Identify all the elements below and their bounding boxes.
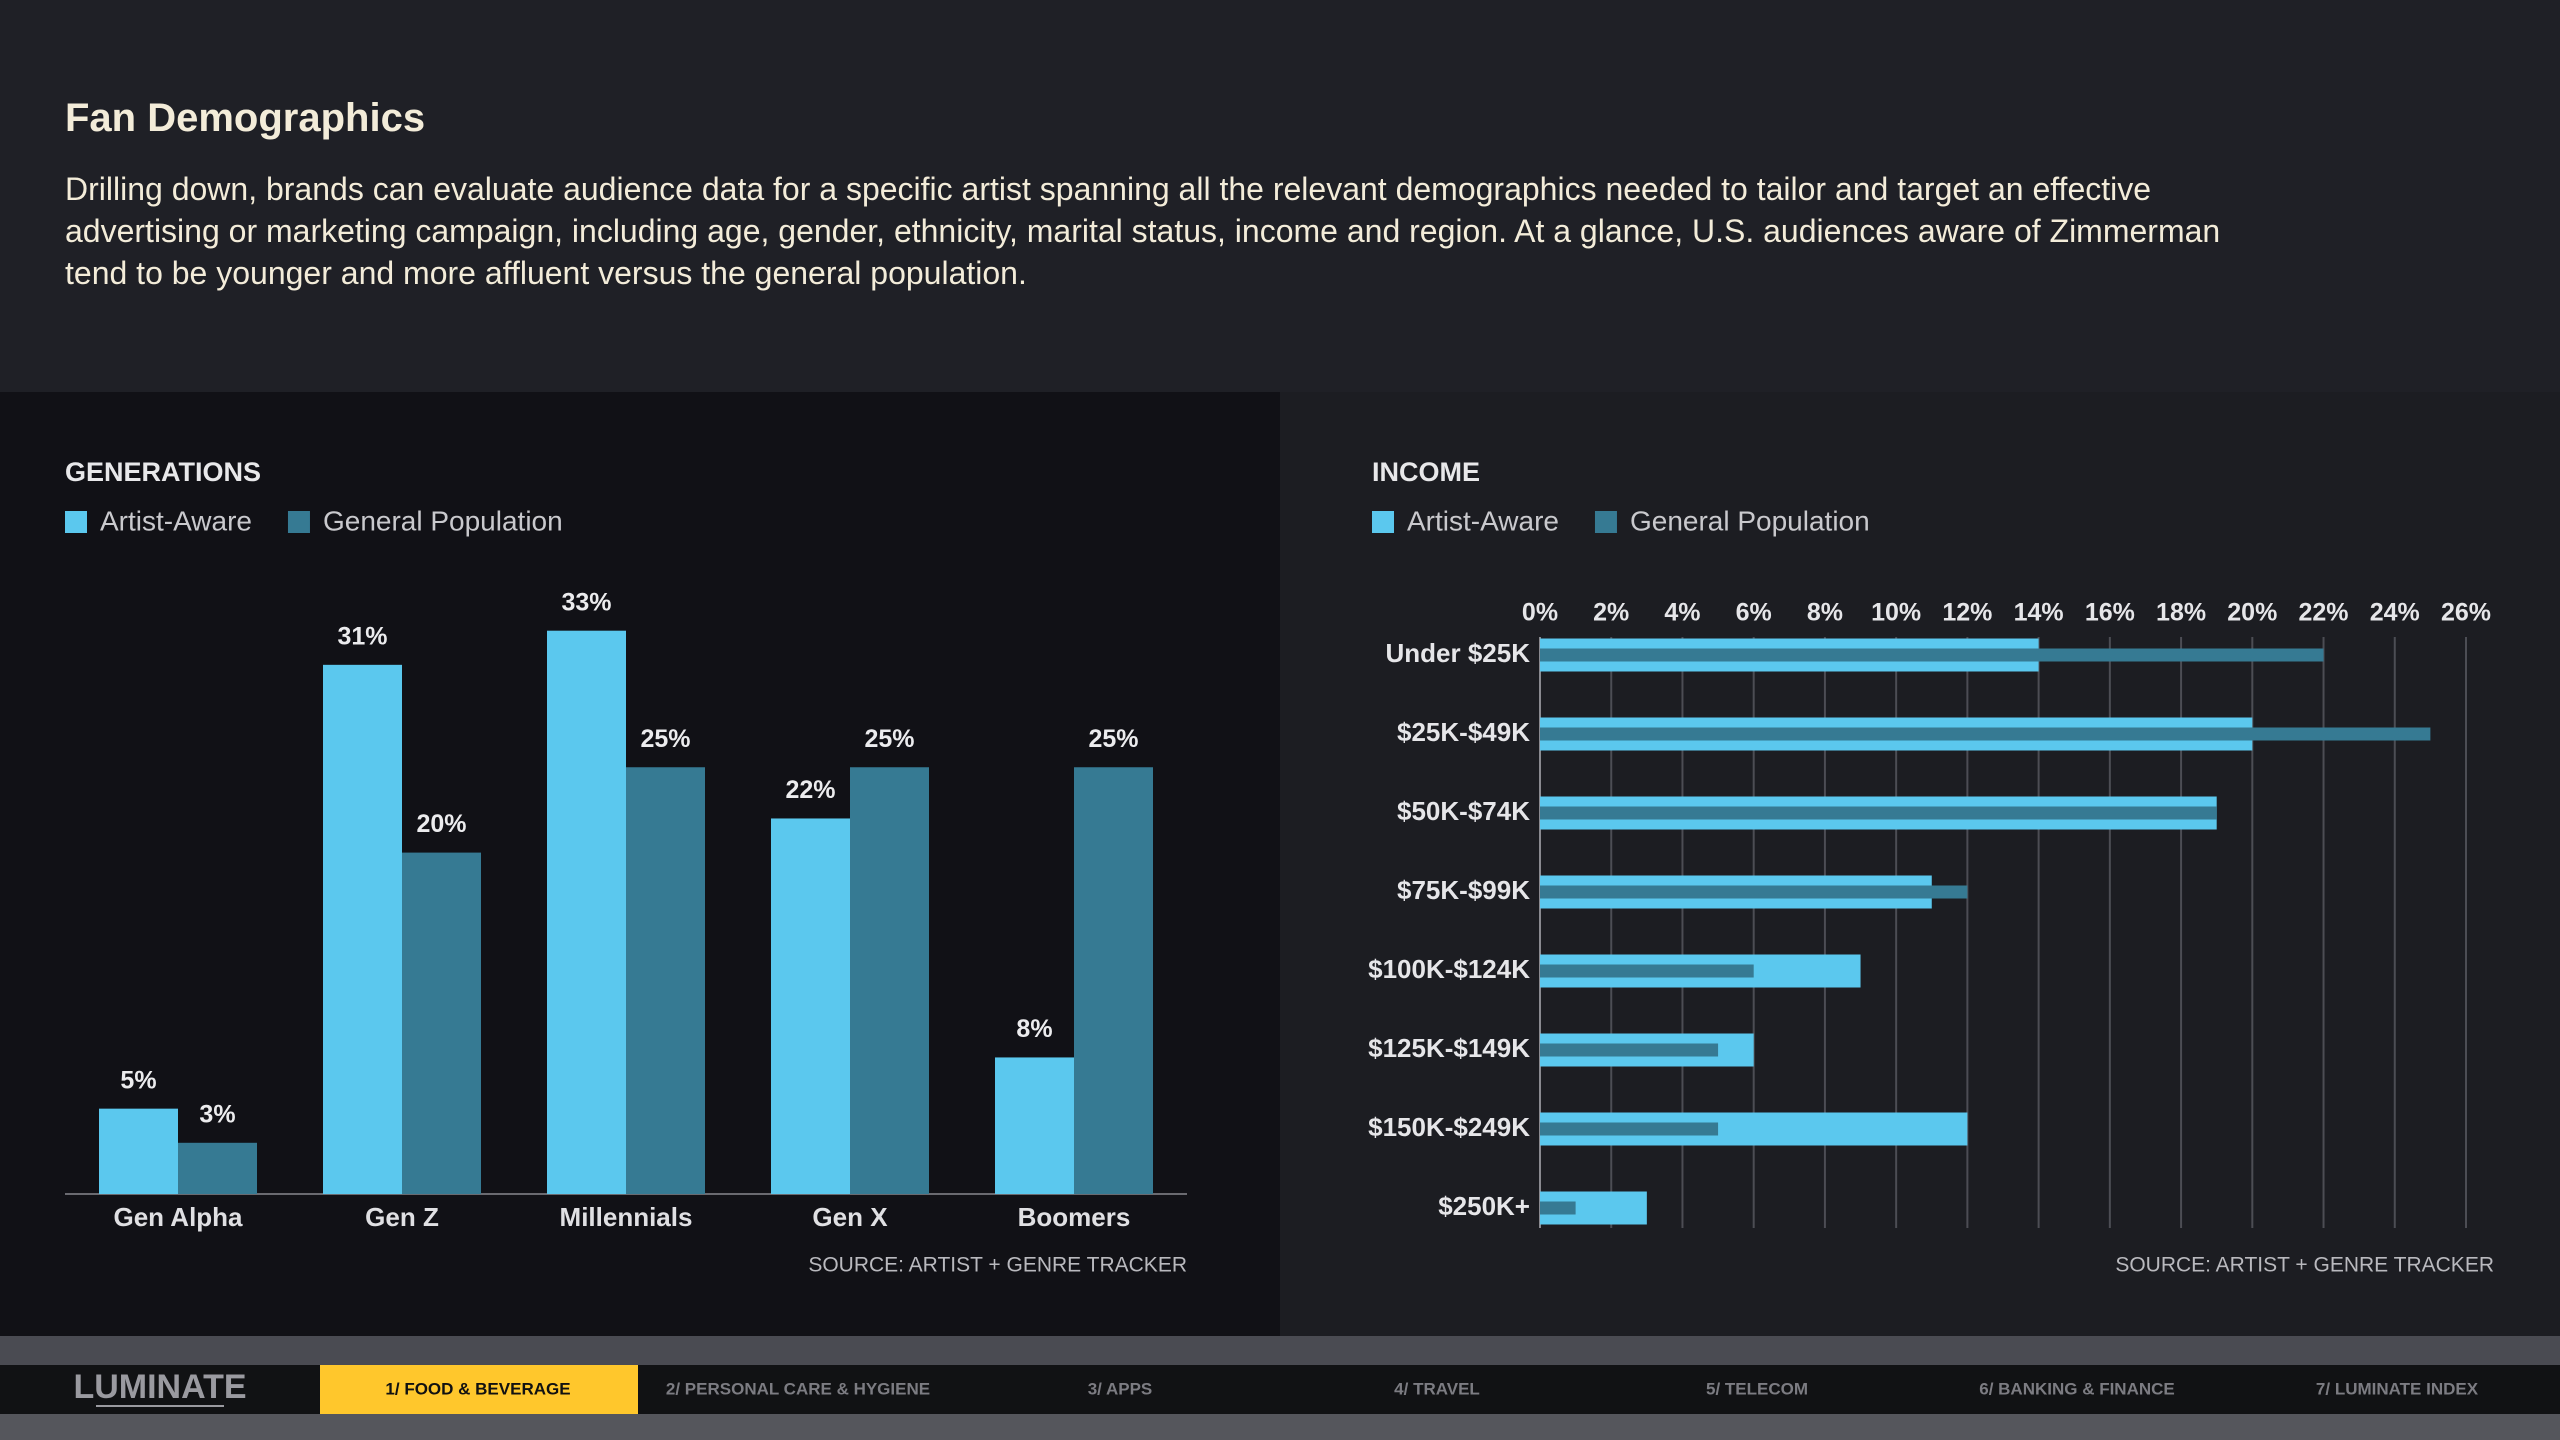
bottom-strip <box>0 1414 2560 1440</box>
nav-strip <box>0 1336 2560 1365</box>
x-tick-label: Millennials <box>560 1202 693 1232</box>
value-label: 33% <box>561 588 611 616</box>
bar <box>323 664 402 1194</box>
value-label: 25% <box>640 725 690 753</box>
nav-item[interactable]: 4/ TRAVEL <box>1394 1379 1480 1398</box>
legend-swatch <box>1594 511 1617 533</box>
bar <box>995 1057 1074 1194</box>
x-tick-label: 12% <box>1942 599 1992 627</box>
bar <box>1540 648 2324 662</box>
y-tick-label: $25K-$49K <box>1397 717 1530 747</box>
header-bg <box>0 0 2560 392</box>
x-tick-label: 24% <box>2370 599 2420 627</box>
y-tick-label: $250K+ <box>1438 1191 1530 1221</box>
bar <box>1074 767 1153 1194</box>
value-label: 20% <box>416 810 466 838</box>
bar <box>626 767 705 1194</box>
bar <box>1540 806 2217 820</box>
x-tick-label: 20% <box>2227 599 2277 627</box>
x-tick-label: 2% <box>1593 599 1629 627</box>
x-tick-label: 6% <box>1736 599 1772 627</box>
value-label: 25% <box>864 725 914 753</box>
bar <box>1540 1122 1719 1136</box>
page-title: Fan Demographics <box>65 96 426 140</box>
legend-label: General Population <box>323 505 563 536</box>
legend-label: Artist-Aware <box>1407 505 1559 536</box>
y-tick-label: $50K-$74K <box>1397 796 1530 826</box>
x-tick-label: 0% <box>1522 599 1558 627</box>
value-label: 25% <box>1088 725 1138 753</box>
x-tick-label: 10% <box>1871 599 1921 627</box>
nav-item[interactable]: 1/ FOOD & BEVERAGE <box>385 1379 570 1398</box>
x-tick-label: 16% <box>2085 599 2135 627</box>
bar <box>99 1108 178 1194</box>
y-tick-label: $125K-$149K <box>1368 1033 1530 1063</box>
nav-item[interactable]: 3/ APPS <box>1088 1379 1153 1398</box>
bar <box>1540 1201 1576 1215</box>
legend-swatch <box>65 511 87 533</box>
x-tick-label: Gen Z <box>365 1202 439 1232</box>
x-tick-label: 8% <box>1807 599 1843 627</box>
chart-title: INCOME <box>1372 457 1480 487</box>
nav-item[interactable]: 7/ LUMINATE INDEX <box>2316 1379 2479 1398</box>
y-tick-label: $75K-$99K <box>1397 875 1530 905</box>
nav-item[interactable]: 6/ BANKING & FINANCE <box>1979 1379 2175 1398</box>
bar <box>850 767 929 1194</box>
logo: LUMINATE <box>73 1368 246 1406</box>
x-tick-label: 14% <box>2014 599 2064 627</box>
nav-item[interactable]: 2/ PERSONAL CARE & HYGIENE <box>666 1379 930 1398</box>
value-label: 3% <box>199 1100 235 1128</box>
nav-active-bg <box>320 1365 638 1414</box>
x-tick-label: 4% <box>1664 599 1700 627</box>
x-tick-label: 18% <box>2156 599 2206 627</box>
x-tick-label: Gen X <box>812 1202 888 1232</box>
chart-title: GENERATIONS <box>65 457 261 487</box>
right-panel <box>1280 392 2560 1336</box>
value-label: 31% <box>337 622 387 650</box>
legend-label: General Population <box>1630 505 1870 536</box>
x-tick-label: Gen Alpha <box>113 1202 243 1232</box>
bar <box>1540 885 1968 899</box>
y-tick-label: $150K-$249K <box>1368 1112 1530 1142</box>
x-tick-label: 26% <box>2441 599 2491 627</box>
bar <box>402 852 481 1194</box>
legend-label: Artist-Aware <box>100 505 252 536</box>
legend-swatch <box>1372 511 1394 533</box>
y-tick-label: Under $25K <box>1386 638 1531 668</box>
page-description: Drilling down, brands can evaluate audie… <box>65 171 2221 291</box>
bar <box>1540 964 1754 978</box>
y-tick-label: $100K-$124K <box>1368 954 1530 984</box>
value-label: 5% <box>120 1066 156 1094</box>
bar <box>1540 727 2431 741</box>
value-label: 22% <box>785 776 835 804</box>
bar <box>771 818 850 1194</box>
bar <box>1540 1043 1719 1057</box>
value-label: 8% <box>1016 1015 1052 1043</box>
x-tick-label: Boomers <box>1018 1202 1131 1232</box>
nav-item[interactable]: 5/ TELECOM <box>1706 1379 1808 1398</box>
bar <box>547 630 626 1194</box>
source-note: SOURCE: ARTIST + GENRE TRACKER <box>2115 1254 2494 1277</box>
source-note: SOURCE: ARTIST + GENRE TRACKER <box>808 1254 1187 1277</box>
x-tick-label: 22% <box>2299 599 2349 627</box>
legend-swatch <box>287 511 310 533</box>
bar <box>178 1142 257 1194</box>
